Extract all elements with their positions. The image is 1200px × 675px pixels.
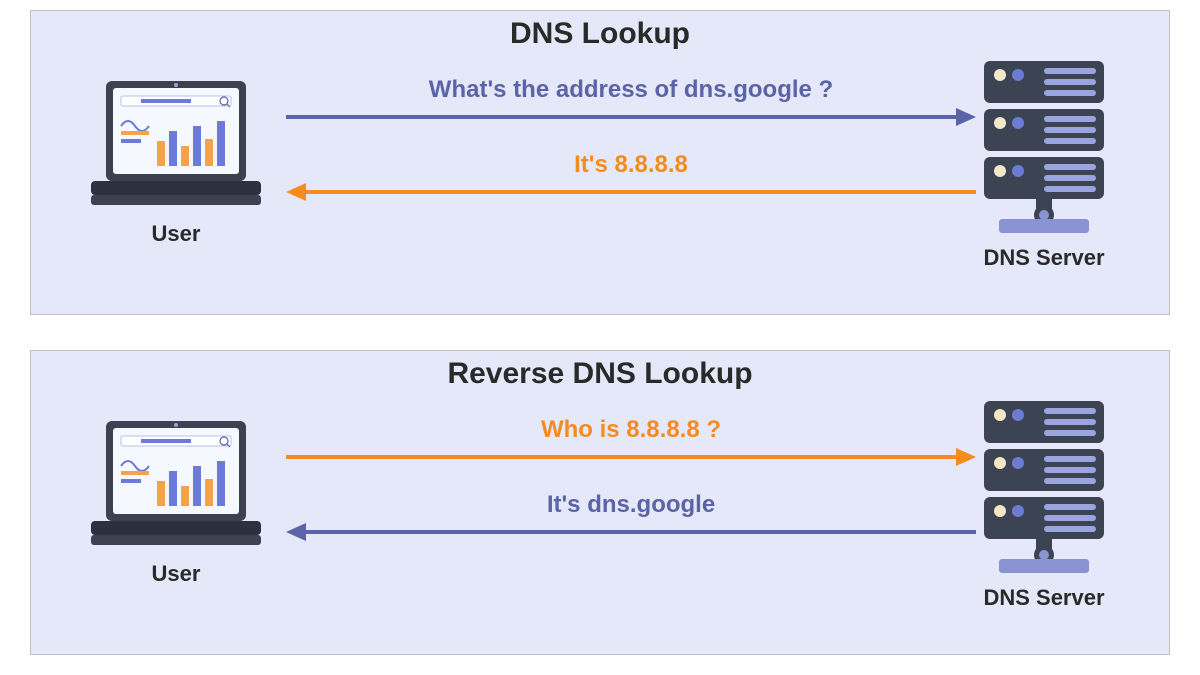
- user-label: User: [91, 221, 261, 247]
- dns-lookup-panel: DNS Lookup User: [30, 10, 1170, 315]
- request-arrow: Who is 8.8.8.8 ?: [286, 416, 976, 468]
- server-icon: [974, 401, 1114, 581]
- laptop-icon: [91, 81, 261, 211]
- response-text: It's dns.google: [286, 491, 976, 519]
- response-arrow: It's 8.8.8.8: [286, 151, 976, 203]
- panel-title: Reverse DNS Lookup: [31, 357, 1169, 391]
- request-text: Who is 8.8.8.8 ?: [286, 416, 976, 444]
- server-label: DNS Server: [949, 245, 1139, 271]
- panel-title: DNS Lookup: [31, 17, 1169, 51]
- request-text: What's the address of dns.google ?: [286, 76, 976, 104]
- response-text: It's 8.8.8.8: [286, 151, 976, 179]
- user-label: User: [91, 561, 261, 587]
- laptop-icon: [91, 421, 261, 551]
- request-arrow: What's the address of dns.google ?: [286, 76, 976, 128]
- reverse-dns-lookup-panel: Reverse DNS Lookup User: [30, 350, 1170, 655]
- server-icon: [974, 61, 1114, 241]
- response-arrow: It's dns.google: [286, 491, 976, 543]
- server-label: DNS Server: [949, 585, 1139, 611]
